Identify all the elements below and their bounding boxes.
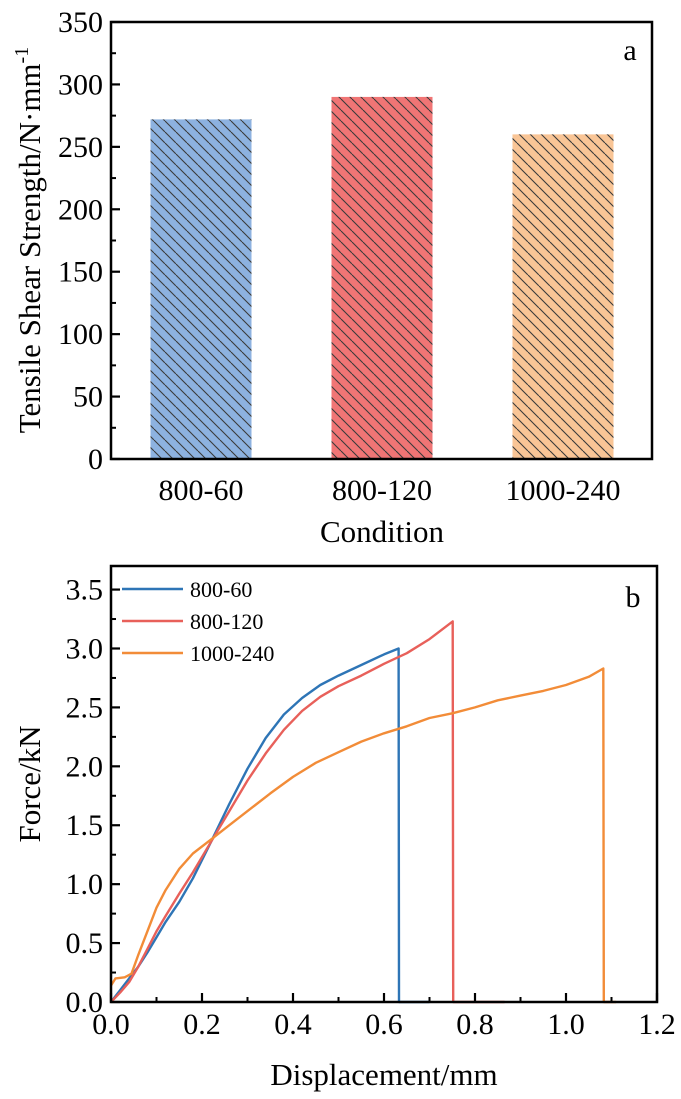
y-tick-label: 0.5 — [66, 927, 104, 960]
y-axis-ticks: 0 50 100 150 200 250 300 350 — [58, 6, 120, 476]
y-tick-label: 300 — [58, 68, 103, 101]
y-tick-label: 2.0 — [66, 750, 104, 783]
y-axis-ticks: 0.0 0.5 1.0 1.5 2.0 2.5 3.0 3.5 — [66, 574, 120, 1019]
y-tick-label: 250 — [58, 131, 103, 164]
panel-label: b — [626, 581, 641, 614]
y-tick-label: 0 — [88, 443, 103, 476]
legend-label: 800-120 — [190, 609, 263, 634]
y-tick-label: 3.5 — [66, 574, 104, 607]
bar-hatch-800-120 — [331, 96, 433, 460]
x-axis-tick-labels: 800-60 800-120 1000-240 — [159, 474, 621, 507]
y-tick-label: 1.5 — [66, 809, 104, 842]
x-tick-label: 0.4 — [274, 1008, 312, 1041]
x-axis-title: Displacement/mm — [270, 1057, 497, 1092]
y-tick-label: 50 — [73, 381, 103, 414]
bar-series — [150, 96, 614, 460]
y-tick-label: 1.0 — [66, 868, 104, 901]
y-axis-title: Tensile Shear Strength/N·mm-1 — [11, 47, 47, 433]
y-axis-title-main: Tensile Shear Strength/N·mm — [12, 63, 47, 433]
legend: 800-60 800-120 1000-240 — [122, 577, 274, 666]
y-tick-label: 350 — [58, 6, 103, 39]
y-axis-title: Force/kN — [12, 725, 47, 842]
x-tick-label: 800-120 — [332, 474, 432, 507]
line-chart-panel-b: 0.0 0.2 0.4 0.6 0.8 1.0 1.2 0.0 0.5 1.0 1.5 2.0 2.5… — [12, 564, 676, 1092]
y-tick-label: 100 — [58, 318, 103, 351]
x-tick-label: 0.2 — [183, 1008, 221, 1041]
x-axis-ticks: 0.0 0.2 0.4 0.6 0.8 1.0 1.2 — [92, 993, 676, 1041]
panel-label: a — [623, 34, 636, 67]
y-tick-label: 0.0 — [66, 986, 104, 1019]
x-tick-label: 0.8 — [456, 1008, 494, 1041]
x-axis-title: Condition — [320, 514, 445, 549]
y-axis-title-superscript: -1 — [11, 47, 33, 64]
bar-chart-panel-a: 0 50 100 150 200 250 300 350 800-60 800-120 1000-… — [11, 6, 654, 549]
bar-hatch-1000-240 — [512, 134, 614, 459]
y-tick-label: 150 — [58, 256, 103, 289]
series-line-800-120 — [110, 620, 505, 1004]
series-line-1000-240 — [109, 667, 617, 1004]
x-tick-label: 1.0 — [547, 1008, 585, 1041]
series-line-800-60 — [110, 647, 430, 1004]
legend-label: 1000-240 — [190, 641, 274, 666]
x-tick-label: 0.0 — [92, 1008, 130, 1041]
x-tick-label: 1000-240 — [506, 474, 621, 507]
x-tick-label: 800-60 — [159, 474, 244, 507]
y-tick-label: 2.5 — [66, 691, 104, 724]
plot-frame — [109, 564, 659, 1004]
legend-label: 800-60 — [190, 577, 252, 602]
y-tick-label: 200 — [58, 193, 103, 226]
x-tick-label: 1.2 — [638, 1008, 676, 1041]
y-tick-label: 3.0 — [66, 632, 104, 665]
line-series — [109, 620, 617, 1004]
bar-hatch-800-60 — [150, 119, 252, 459]
plot-frame — [109, 20, 654, 461]
x-tick-label: 0.6 — [365, 1008, 403, 1041]
